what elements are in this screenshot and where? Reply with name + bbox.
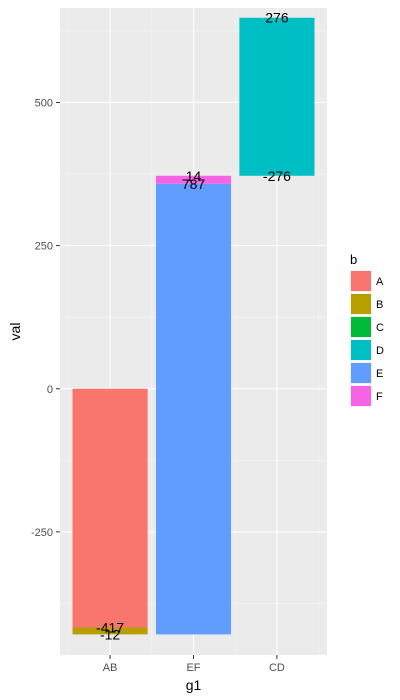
y-axis: -250 0 250 500 [31,97,60,539]
x-tick-label: EF [186,662,200,674]
x-axis: AB EF CD [103,655,285,674]
bar-ab-b [72,627,148,635]
legend-label-a: A [376,276,384,288]
legend-key-d [351,340,371,360]
data-label: 14 [186,168,202,184]
y-axis-title: val [7,323,23,341]
legend-label-c: C [376,322,384,334]
data-label: -276 [263,168,291,184]
x-axis-title: g1 [186,677,202,693]
legend-label-b: B [376,299,383,311]
legend-key-e [351,363,371,383]
legend-label-d: D [376,345,384,357]
x-tick-label: AB [103,662,118,674]
legend-label-e: E [376,368,383,380]
legend-key-b [351,294,371,314]
legend-key-c [351,317,371,337]
y-tick-label: 0 [47,384,53,396]
x-tick-label: CD [269,662,285,674]
data-label: -417 [96,620,124,636]
y-tick-label: -250 [31,527,53,539]
y-tick-label: 500 [35,97,53,109]
data-label: 276 [265,10,289,26]
bar-ef-f [155,175,232,184]
bars [72,17,315,635]
y-tick-label: 250 [35,241,53,253]
data-label: 787 [182,176,206,192]
bar-ab-a [72,388,148,628]
legend-key-f [351,386,371,406]
legend-label-f: F [376,391,383,403]
legend-key-a [351,271,371,291]
legend-title: b [350,252,357,267]
data-label: -12 [100,626,120,642]
bar-cd-d [239,17,315,176]
bar-ef-e [155,183,232,635]
